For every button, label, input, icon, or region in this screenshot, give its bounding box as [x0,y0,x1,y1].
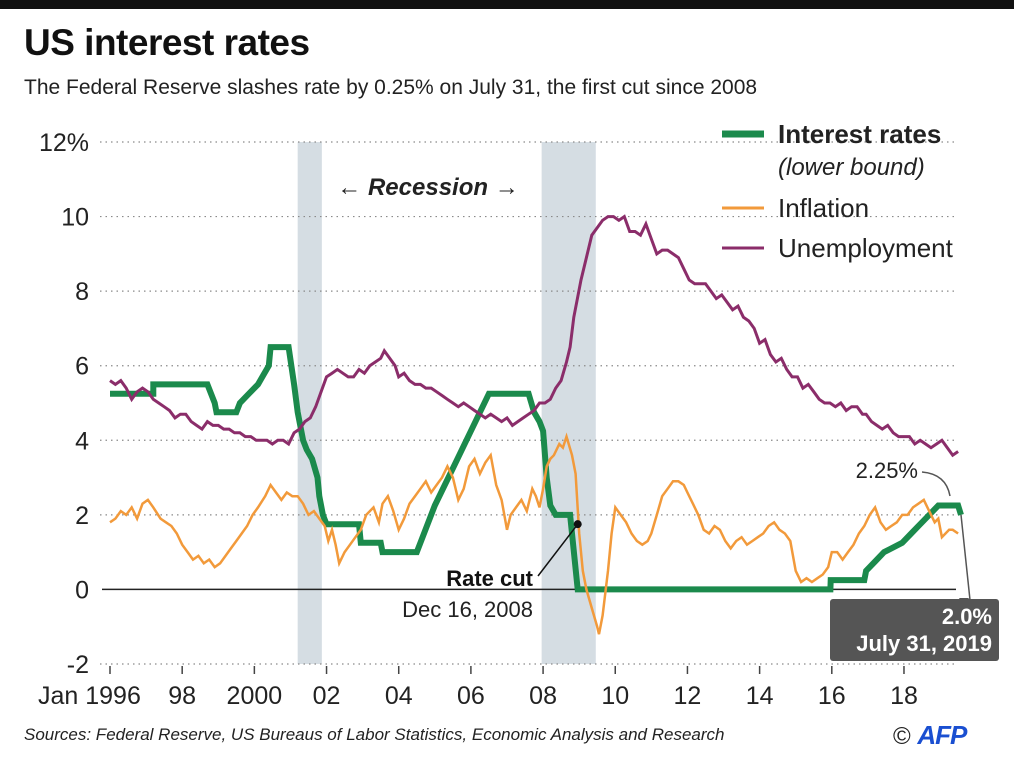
rate-cut-label: Rate cut [446,566,533,591]
new-rate-leader [960,514,971,601]
page-subtitle: The Federal Reserve slashes rate by 0.25… [24,76,758,99]
current-rate-leader [921,471,951,497]
x-tick-label: 08 [529,682,557,710]
afp-logo: AFP [917,720,967,750]
x-tick-label: 14 [746,682,774,710]
new-rate-date: July 31, 2019 [856,631,992,656]
recession-band-2 [541,142,596,664]
new-rate-value: 2.0% [942,604,992,629]
legend-label: Interest rates [778,119,941,149]
y-tick-label: -2 [67,651,89,679]
current-rate-label: 2.25% [856,458,918,483]
legend-label: Inflation [778,193,869,223]
y-tick-label: 10 [61,204,89,232]
legend-label: Unemployment [778,233,954,263]
y-tick-label: 8 [75,278,89,306]
x-tick-label: 16 [818,682,846,710]
page-title: US interest rates [24,22,310,63]
top-rule [0,0,1014,9]
x-tick-label: 10 [601,682,629,710]
legend-sublabel: (lower bound) [778,154,925,181]
y-tick-label: 0 [75,576,89,604]
new-rate-box [830,599,999,661]
x-tick-label: 02 [313,682,341,710]
source-note: Sources: Federal Reserve, US Bureaus of … [24,725,725,744]
copyright-symbol: © [893,723,911,750]
y-tick-label: 4 [75,427,89,455]
x-tick-label: 98 [168,682,196,710]
x-tick-label: 06 [457,682,485,710]
rate-cut-leader [537,523,579,577]
x-tick-label: 04 [385,682,413,710]
rate-cut-date: Dec 16, 2008 [402,597,533,622]
series-line-unemployment [109,214,959,458]
recession-label: ← Recession → [337,174,518,201]
y-tick-label: 12% [39,129,89,157]
x-tick-label: Jan 1996 [38,682,141,710]
credit: © AFP [893,720,967,751]
x-tick-label: 2000 [227,682,283,710]
y-tick-label: 2 [75,502,89,530]
series-line-interest-rates [110,344,964,593]
x-tick-label: 12 [674,682,702,710]
series-line-inflation [109,432,959,635]
y-tick-label: 6 [75,353,89,381]
x-tick-label: 18 [890,682,918,710]
